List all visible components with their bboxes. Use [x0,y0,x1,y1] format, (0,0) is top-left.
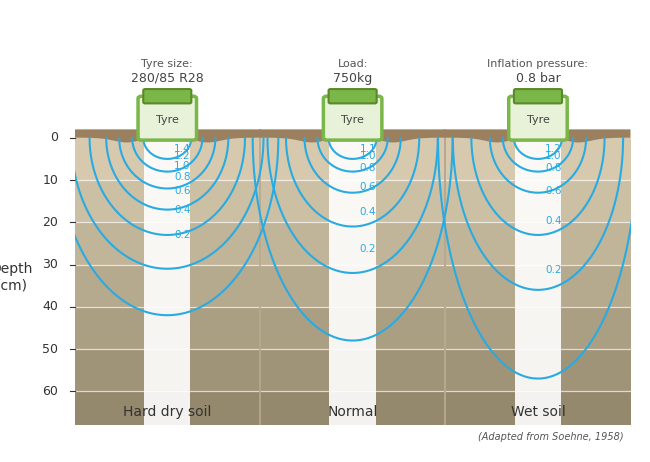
Bar [75,180,630,222]
Text: Wet soil: Wet soil [511,405,566,419]
Bar [75,265,630,307]
Text: Depth
(cm): Depth (cm) [0,262,33,292]
Text: Tyre: Tyre [341,115,364,125]
Text: 0.4: 0.4 [174,205,190,215]
Text: 0.2: 0.2 [359,244,376,254]
Text: 0.6: 0.6 [174,186,190,196]
Bar [75,222,630,265]
Text: 60: 60 [42,385,58,398]
Text: 280/85 R28: 280/85 R28 [131,72,203,85]
Text: Load:: Load: [337,59,368,68]
Bar [330,138,376,425]
Text: 0.8 bar: 0.8 bar [515,72,560,85]
Text: 30: 30 [42,258,58,271]
Text: Hard dry soil: Hard dry soil [123,405,211,419]
Text: 20: 20 [42,216,58,229]
Text: 50: 50 [42,342,58,355]
Text: 0.6: 0.6 [359,182,376,192]
Text: 0.2: 0.2 [545,265,562,275]
Text: Tyre: Tyre [156,115,179,125]
Text: 1.0: 1.0 [174,161,190,170]
Bar [75,349,630,391]
Text: 0.8: 0.8 [174,172,190,182]
Text: 1.4: 1.4 [174,145,191,154]
Text: 40: 40 [42,300,58,313]
Text: 1.0: 1.0 [545,152,562,161]
Text: 0.4: 0.4 [359,207,376,217]
Bar [144,138,190,425]
Text: 0.6: 0.6 [545,186,562,196]
Text: Normal: Normal [328,405,378,419]
Bar [75,391,630,425]
Bar [75,138,630,180]
Text: 0.4: 0.4 [545,216,562,226]
Bar [515,138,561,425]
Text: Tyre size:: Tyre size: [142,59,193,68]
Text: 1.0: 1.0 [359,152,376,161]
Text: 1.2: 1.2 [545,145,562,154]
Text: (Adapted from Soehne, 1958): (Adapted from Soehne, 1958) [478,432,624,442]
Text: 0: 0 [50,131,58,144]
Text: 10: 10 [42,174,58,187]
Text: 1.1: 1.1 [359,145,376,154]
Text: 0.8: 0.8 [359,163,376,173]
Text: Inflation pressure:: Inflation pressure: [488,59,588,68]
Text: 0.8: 0.8 [545,163,562,173]
Bar [75,307,630,349]
Text: 0.2: 0.2 [174,231,190,240]
Text: Tyre: Tyre [526,115,549,125]
Text: 750kg: 750kg [333,72,372,85]
Text: 1.2: 1.2 [174,152,191,161]
